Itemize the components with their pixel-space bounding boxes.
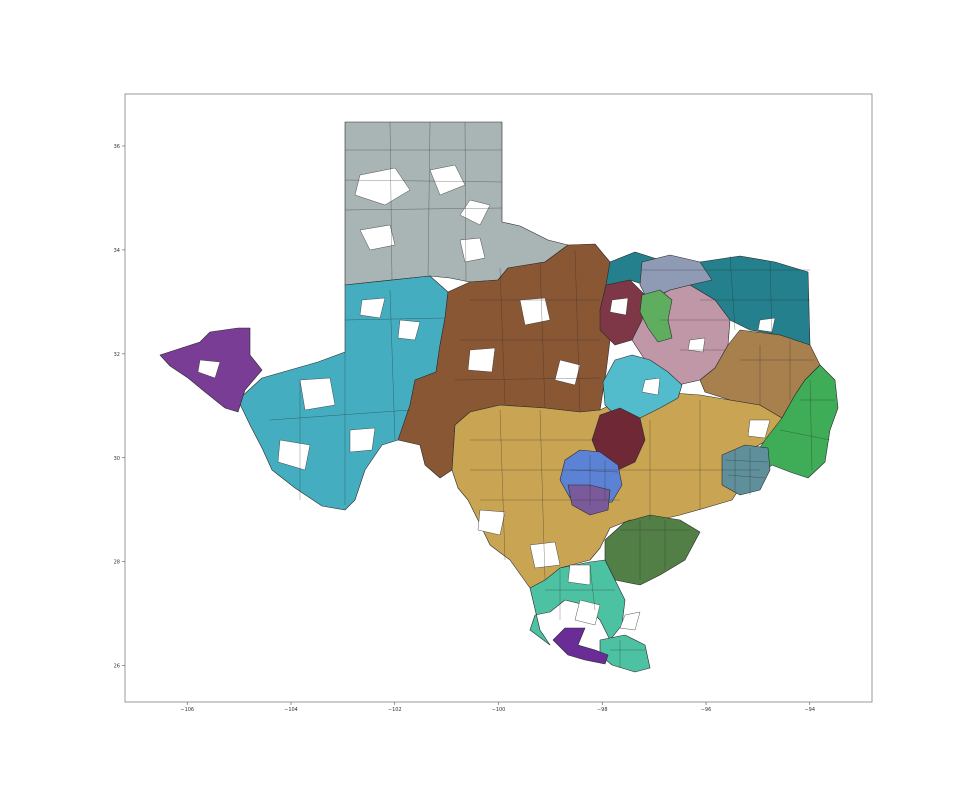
- x-axis-ticks: −106 −104 −102 −100 −98 −96 −94: [180, 702, 815, 713]
- unshaded-areas: [197, 164, 776, 631]
- y-tick-label: 26: [114, 664, 120, 670]
- x-tick-label: −98: [597, 707, 608, 713]
- y-axis-ticks: 36 34 32 30 28 26: [114, 144, 125, 670]
- y-tick-label: 32: [114, 352, 120, 358]
- region-dallas-north: [639, 254, 713, 301]
- region-dallas-core: [639, 289, 673, 343]
- x-tick-label: −96: [701, 707, 712, 713]
- texas-map: [159, 121, 839, 673]
- region-waco-area: [602, 354, 683, 421]
- x-tick-label: −106: [180, 707, 194, 713]
- internal-boundaries: [269, 121, 835, 668]
- region-south-texas: [529, 559, 626, 646]
- region-rio-grande-valley: [552, 627, 609, 665]
- x-tick-label: −94: [804, 707, 815, 713]
- y-tick-label: 28: [114, 560, 120, 566]
- x-tick-label: −100: [492, 707, 506, 713]
- y-tick-label: 34: [114, 248, 120, 254]
- region-austin: [591, 407, 646, 471]
- x-tick-label: −104: [284, 707, 298, 713]
- x-tick-label: −102: [388, 707, 402, 713]
- y-tick-label: 36: [114, 144, 120, 150]
- y-tick-label: 30: [114, 456, 120, 462]
